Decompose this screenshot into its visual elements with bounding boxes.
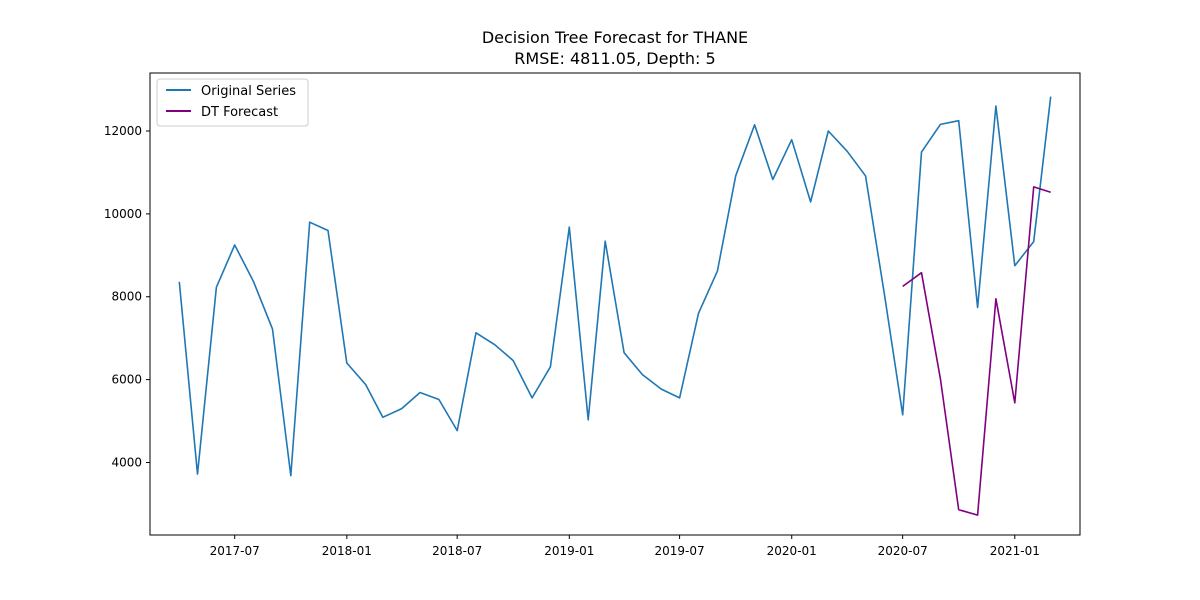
x-tick-label: 2019-01 [544, 544, 594, 558]
chart-subtitle: RMSE: 4811.05, Depth: 5 [514, 49, 715, 68]
chart-title: Decision Tree Forecast for THANE [482, 28, 748, 47]
x-tick-label: 2018-07 [432, 544, 482, 558]
legend-label-original-series: Original Series [201, 84, 296, 99]
plot-frame [149, 72, 1081, 536]
x-tick-label: 2020-01 [767, 544, 817, 558]
legend-box [156, 78, 309, 127]
y-tick-label: 8000 [111, 290, 142, 304]
y-tick-label: 10000 [104, 207, 142, 221]
x-tick-label: 2021-01 [990, 544, 1040, 558]
y-axis: 4000 6000 8000 10000 12000 [104, 124, 150, 469]
series-line-dt-forecast [902, 186, 1051, 516]
x-axis: 2017-07 2018-01 2018-07 2019-01 2019-07 2020-… [210, 535, 1040, 558]
x-tick-label: 2019-07 [655, 544, 705, 558]
legend-label-dt-forecast: DT Forecast [201, 105, 278, 120]
plot-series [178, 96, 1052, 516]
y-tick-label: 6000 [111, 373, 142, 387]
y-tick-label: 4000 [111, 455, 142, 469]
x-tick-label: 2020-07 [878, 544, 928, 558]
x-tick-label: 2017-07 [210, 544, 260, 558]
series-line-original-series [178, 96, 1052, 477]
y-tick-label: 12000 [104, 124, 142, 138]
legend: Original Series DT Forecast [156, 78, 309, 127]
x-tick-label: 2018-01 [322, 544, 372, 558]
